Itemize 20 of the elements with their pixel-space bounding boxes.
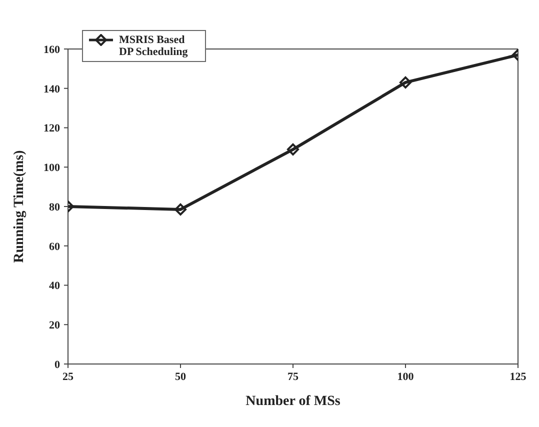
x-axis-title: Number of MSs (246, 394, 341, 409)
y-tick-label: 120 (44, 122, 60, 135)
y-tick-label: 100 (44, 162, 60, 174)
x-tick-label: 125 (510, 370, 527, 383)
x-tick-label: 75 (288, 370, 299, 383)
y-tick-label: 80 (49, 201, 60, 214)
y-tick-label: 140 (44, 83, 60, 96)
x-tick-label: 25 (62, 370, 74, 383)
point (400, 76, 412, 88)
y-tick-label: 60 (49, 240, 60, 253)
x-tick-label: 100 (397, 370, 414, 383)
point (287, 143, 299, 156)
y-tick-label: 0 (54, 358, 60, 371)
y-tick-label: 40 (49, 280, 60, 292)
y-axis-title: Running Time(ms) (12, 150, 27, 263)
x-tick-label: 50 (175, 370, 186, 383)
point (174, 203, 186, 216)
legend-label: MSRIS Based DP Scheduling (119, 34, 189, 58)
y-tick-label: 160 (44, 44, 60, 56)
y-tick-label: 20 (49, 320, 60, 332)
